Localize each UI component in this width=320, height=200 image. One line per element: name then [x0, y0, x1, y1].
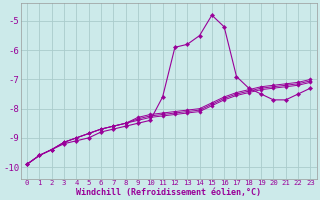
X-axis label: Windchill (Refroidissement éolien,°C): Windchill (Refroidissement éolien,°C) [76, 188, 261, 197]
